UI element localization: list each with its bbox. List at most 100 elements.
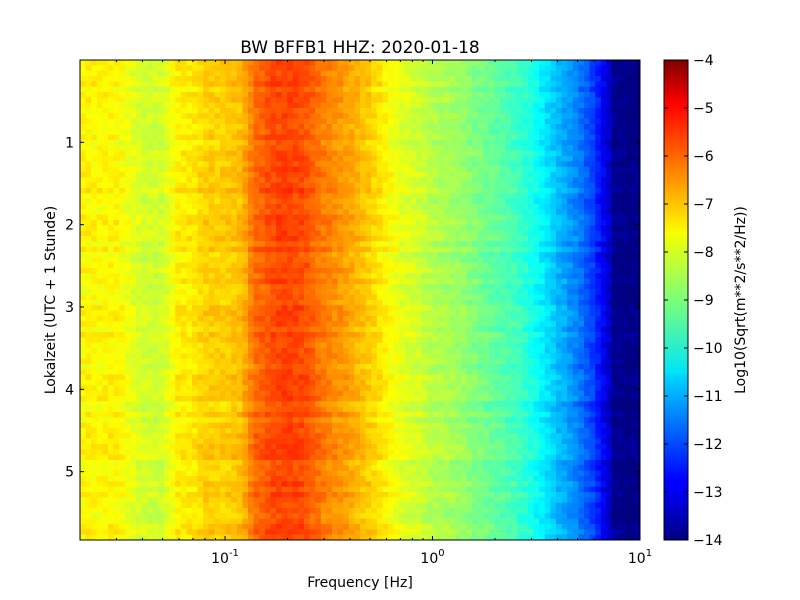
heatmap-cell [287, 268, 294, 274]
heatmap-cell [416, 241, 423, 248]
heatmap-cell [399, 294, 406, 301]
heatmap-cell [96, 305, 103, 312]
heatmap-cell [572, 230, 579, 237]
heatmap-cell [533, 86, 540, 93]
heatmap-cell [253, 310, 260, 317]
heatmap-cell [236, 60, 243, 66]
heatmap-cell [119, 316, 126, 322]
heatmap-cell [488, 97, 495, 104]
heatmap-cell [612, 86, 619, 93]
heatmap-cell [455, 182, 462, 189]
heatmap-cell [208, 252, 215, 258]
heatmap-cell [225, 65, 232, 72]
heatmap-cell [264, 188, 271, 194]
heatmap-cell [522, 70, 529, 77]
heatmap-cell [360, 262, 367, 269]
heatmap-cell [348, 124, 355, 130]
heatmap-cell [595, 321, 602, 328]
heatmap-cell [320, 278, 327, 285]
heatmap-cell [281, 252, 288, 258]
heatmap-cell [528, 81, 535, 88]
heatmap-cell [348, 134, 355, 141]
heatmap-cell [192, 172, 199, 178]
heatmap-cell [550, 97, 557, 104]
heatmap-cell [550, 204, 557, 210]
heatmap-cell [404, 294, 411, 301]
heatmap-cell [203, 134, 210, 141]
heatmap-cell [253, 65, 260, 72]
heatmap-cell [623, 316, 630, 322]
heatmap-cell [516, 284, 523, 290]
heatmap-cell [488, 182, 495, 189]
heatmap-cell [589, 124, 596, 130]
heatmap-cell [208, 220, 215, 226]
heatmap-cell [427, 145, 434, 152]
heatmap-cell [528, 65, 535, 72]
heatmap-cell [96, 193, 103, 200]
heatmap-cell [208, 273, 215, 280]
heatmap-cell [113, 321, 120, 328]
heatmap-cell [169, 124, 176, 130]
heatmap-cell [320, 134, 327, 141]
heatmap-cell [337, 134, 344, 141]
heatmap-cell [556, 252, 563, 258]
heatmap-cell [472, 102, 479, 109]
heatmap-cell [572, 145, 579, 152]
heatmap-cell [192, 198, 199, 205]
heatmap-cell [91, 273, 98, 280]
heatmap-cell [242, 316, 249, 322]
heatmap-cell [80, 102, 87, 109]
heatmap-cell [455, 70, 462, 77]
heatmap-cell [309, 262, 316, 269]
heatmap-cell [147, 108, 154, 114]
heatmap-cell [292, 268, 299, 274]
heatmap-cell [556, 177, 563, 184]
heatmap-cell [505, 102, 512, 109]
heatmap-cell [567, 225, 574, 232]
heatmap-cell [158, 60, 165, 66]
heatmap-cell [410, 70, 417, 77]
heatmap-cell [253, 278, 260, 285]
heatmap-cell [578, 182, 585, 189]
heatmap-cell [427, 113, 434, 120]
heatmap-cell [309, 204, 316, 210]
heatmap-cell [91, 268, 98, 274]
heatmap-cell [292, 108, 299, 114]
heatmap-cell [494, 284, 501, 290]
heatmap-cell [612, 97, 619, 104]
heatmap-cell [483, 76, 490, 82]
heatmap-cell [444, 166, 451, 173]
heatmap-cell [337, 118, 344, 125]
heatmap-cell [421, 300, 428, 306]
heatmap-cell [136, 236, 143, 242]
heatmap-cell [393, 118, 400, 125]
heatmap-cell [449, 252, 456, 258]
heatmap-cell [533, 172, 540, 178]
heatmap-cell [421, 278, 428, 285]
heatmap-cell [500, 166, 507, 173]
heatmap-cell [556, 172, 563, 178]
heatmap-cell [281, 177, 288, 184]
heatmap-cell [136, 129, 143, 136]
heatmap-cell [248, 166, 255, 173]
heatmap-cell [600, 134, 607, 141]
heatmap-cell [354, 273, 361, 280]
heatmap-cell [556, 113, 563, 120]
heatmap-cell [612, 252, 619, 258]
heatmap-cell [578, 150, 585, 157]
heatmap-cell [214, 204, 221, 210]
heatmap-cell [460, 246, 467, 253]
heatmap-cell [416, 145, 423, 152]
heatmap-cell [197, 97, 204, 104]
heatmap-cell [208, 102, 215, 109]
heatmap-cell [197, 278, 204, 285]
heatmap-cell [343, 220, 350, 226]
heatmap-cell [158, 214, 165, 221]
heatmap-cell [248, 278, 255, 285]
heatmap-cell [332, 225, 339, 232]
heatmap-cell [628, 134, 635, 141]
heatmap-cell [175, 305, 182, 312]
heatmap-cell [326, 284, 333, 290]
heatmap-cell [455, 193, 462, 200]
heatmap-cell [477, 236, 484, 242]
